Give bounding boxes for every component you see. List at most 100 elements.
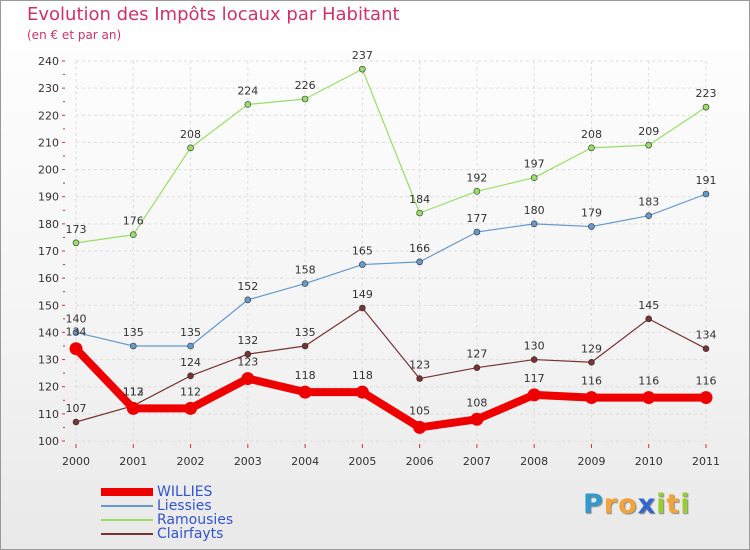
data-label-ramousies: 184 — [409, 193, 430, 206]
data-label-ramousies: 208 — [581, 128, 602, 141]
data-label-ramousies: 226 — [295, 79, 316, 92]
legend-swatch — [101, 519, 153, 521]
data-label-clairfayts: 130 — [524, 340, 545, 353]
y-tick-label: 210 — [38, 136, 59, 149]
data-label-clairfayts: 107 — [66, 402, 87, 415]
x-tick-label: 2007 — [463, 455, 491, 468]
data-point-willies — [642, 391, 656, 405]
logo-letter: P — [583, 489, 604, 520]
legend-swatch — [101, 533, 153, 535]
data-label-liessies: 183 — [638, 196, 659, 209]
data-point-liessies — [244, 296, 252, 304]
data-point-willies — [126, 401, 140, 415]
logo-letter: r — [603, 489, 619, 520]
data-label-ramousies: 237 — [352, 49, 373, 62]
data-label-ramousies: 223 — [696, 87, 717, 100]
data-label-ramousies: 197 — [524, 158, 545, 171]
data-point-willies — [355, 385, 369, 399]
data-point-ramousies — [588, 144, 595, 152]
y-tick-label: 100 — [38, 435, 59, 448]
series-line-clairfayts — [75, 307, 707, 423]
series-line-liessies — [75, 193, 707, 347]
data-point-clairfayts — [473, 364, 481, 372]
x-tick-label: 2010 — [635, 455, 663, 468]
data-label-willies: 123 — [237, 356, 258, 369]
data-label-willies: 116 — [696, 375, 717, 388]
y-tick-label: 170 — [38, 245, 59, 258]
data-label-ramousies: 208 — [180, 128, 201, 141]
data-label-liessies: 152 — [237, 280, 258, 293]
series-line-ramousies — [75, 68, 707, 244]
proxiti-logo: Proxiti — [583, 489, 691, 520]
data-label-clairfayts: 132 — [237, 334, 258, 347]
series-ramousies — [72, 65, 710, 247]
logo-letter: i — [656, 489, 667, 520]
series-line-willies — [72, 344, 710, 432]
data-point-clairfayts — [702, 345, 710, 353]
data-point-clairfayts — [72, 418, 80, 426]
data-label-clairfayts: 123 — [409, 359, 430, 372]
data-point-ramousies — [301, 95, 309, 103]
logo-letter: i — [680, 489, 691, 520]
y-tick-label: 160 — [38, 272, 59, 285]
data-label-clairfayts: 145 — [638, 299, 659, 312]
legend-label: Ramousies — [157, 512, 234, 528]
x-tick-label: 2001 — [119, 455, 147, 468]
data-point-liessies — [702, 190, 710, 198]
data-label-willies: 112 — [123, 385, 144, 398]
y-tick-label: 130 — [38, 354, 59, 367]
data-label-willies: 108 — [466, 396, 487, 409]
series-clairfayts — [72, 304, 710, 426]
grid-lines — [75, 60, 707, 442]
data-point-ramousies — [359, 65, 366, 73]
x-tick-label: 2000 — [62, 455, 90, 468]
data-point-liessies — [416, 258, 423, 266]
data-point-willies — [527, 388, 541, 402]
data-point-clairfayts — [359, 304, 366, 312]
data-label-liessies: 158 — [295, 264, 316, 277]
data-label-liessies: 135 — [123, 326, 144, 339]
series-willies — [69, 342, 713, 434]
data-point-ramousies — [645, 141, 653, 149]
data-label-liessies: 177 — [466, 212, 487, 225]
line-chart: 100 110 120 130 140 150 160 170 180 190 200 210 220 2… — [38, 49, 720, 468]
x-tick-label: 2009 — [577, 455, 605, 468]
data-label-ramousies: 209 — [638, 125, 659, 138]
x-tick-label: 2011 — [692, 455, 720, 468]
data-label-liessies: 179 — [581, 207, 602, 220]
y-tick-label: 180 — [38, 218, 59, 231]
series-liessies — [72, 190, 710, 350]
data-point-ramousies — [129, 231, 137, 239]
legend-item-clairfayts: Clairfayts — [101, 527, 301, 541]
data-label-liessies: 165 — [352, 245, 373, 258]
data-point-willies — [69, 342, 83, 356]
logo-letter: t — [666, 489, 681, 520]
data-point-liessies — [530, 220, 538, 228]
x-tick-label: 2003 — [234, 455, 262, 468]
data-label-liessies: 191 — [696, 174, 717, 187]
logo-letter: x — [637, 489, 657, 520]
data-label-liessies: 135 — [180, 326, 201, 339]
data-point-ramousies — [530, 174, 538, 182]
legend-label: WILLIES — [157, 484, 213, 500]
data-point-ramousies — [244, 101, 252, 108]
x-tick-label: 2006 — [406, 455, 434, 468]
data-label-willies: 116 — [638, 375, 659, 388]
data-label-willies: 112 — [180, 385, 201, 398]
data-label-liessies: 140 — [66, 312, 87, 325]
y-tick-label: 140 — [38, 326, 59, 339]
data-point-willies — [413, 420, 427, 434]
data-point-ramousies — [473, 187, 481, 195]
data-point-willies — [298, 385, 312, 399]
data-point-clairfayts — [530, 356, 538, 363]
legend-item-willies: WILLIES — [101, 485, 301, 499]
data-label-ramousies: 224 — [237, 84, 258, 97]
data-point-liessies — [187, 342, 194, 350]
y-tick-label: 150 — [38, 299, 59, 312]
data-point-willies — [184, 401, 198, 415]
data-label-liessies: 180 — [524, 204, 545, 217]
data-label-willies: 134 — [66, 326, 87, 339]
data-point-liessies — [129, 342, 137, 350]
